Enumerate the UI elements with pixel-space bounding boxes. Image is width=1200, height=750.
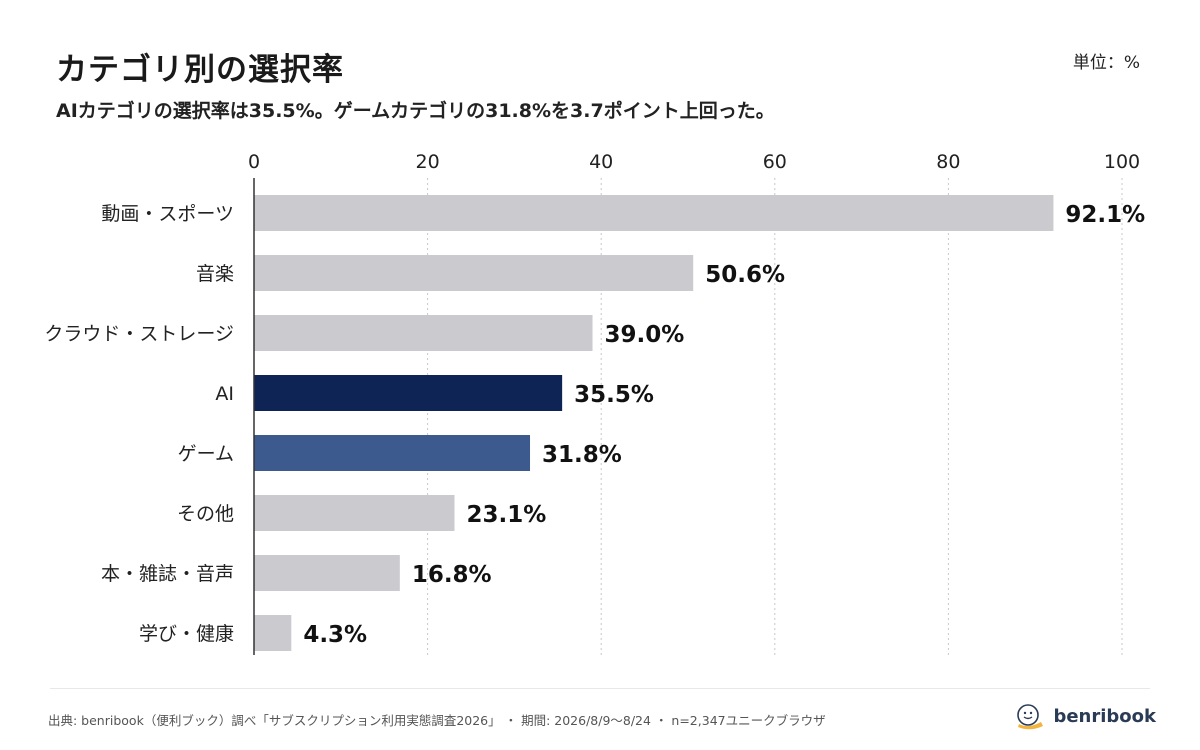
bar bbox=[254, 555, 400, 591]
unit-label: 単位：% bbox=[1072, 53, 1140, 73]
x-tick-label: 100 bbox=[1104, 151, 1140, 173]
category-label: AI bbox=[215, 383, 234, 405]
value-label: 39.0% bbox=[605, 322, 685, 348]
value-label: 50.6% bbox=[705, 262, 785, 288]
bar bbox=[254, 495, 455, 531]
category-label: ゲーム bbox=[178, 443, 234, 465]
category-label: 動画・スポーツ bbox=[101, 203, 234, 225]
brand-logo[interactable]: benribook bbox=[1015, 702, 1156, 730]
chart-title: カテゴリ別の選択率 bbox=[56, 52, 344, 88]
bar bbox=[254, 615, 292, 651]
bar bbox=[254, 255, 694, 291]
footer-divider bbox=[50, 688, 1150, 689]
value-label: 16.8% bbox=[412, 562, 492, 588]
bar bbox=[254, 435, 531, 471]
value-label: 92.1% bbox=[1065, 202, 1145, 228]
bar-chart: 0 20 40 60 80 100 動画・スポーツ 92.1% 音楽 50.6% クラウド・ストレー… bbox=[44, 151, 1145, 655]
x-tick-label: 20 bbox=[416, 151, 440, 173]
x-tick-label: 60 bbox=[763, 151, 787, 173]
category-label: その他 bbox=[177, 503, 234, 525]
smiley-mascot-icon bbox=[1017, 704, 1044, 730]
x-tick-label: 40 bbox=[589, 151, 613, 173]
bar bbox=[254, 315, 593, 351]
value-label: 35.5% bbox=[574, 382, 654, 408]
value-label: 23.1% bbox=[467, 502, 547, 528]
category-label: 本・雑誌・音声 bbox=[101, 563, 234, 585]
x-tick-label: 80 bbox=[936, 151, 960, 173]
category-label: 音楽 bbox=[196, 263, 234, 285]
source-note: 出典: benribook（便利ブック）調べ「サブスクリプション利用実態調査20… bbox=[48, 713, 826, 728]
chart-subtitle: AIカテゴリの選択率は35.5%。ゲームカテゴリの31.8%を3.7ポイント上回… bbox=[56, 100, 775, 122]
bar bbox=[254, 375, 563, 411]
category-label: クラウド・ストレージ bbox=[44, 323, 234, 345]
value-label: 4.3% bbox=[303, 622, 367, 648]
value-label: 31.8% bbox=[542, 442, 622, 468]
x-tick-label: 0 bbox=[248, 151, 260, 173]
category-label: 学び・健康 bbox=[139, 623, 234, 645]
bar bbox=[254, 195, 1054, 231]
brand-name: benribook bbox=[1053, 705, 1156, 727]
